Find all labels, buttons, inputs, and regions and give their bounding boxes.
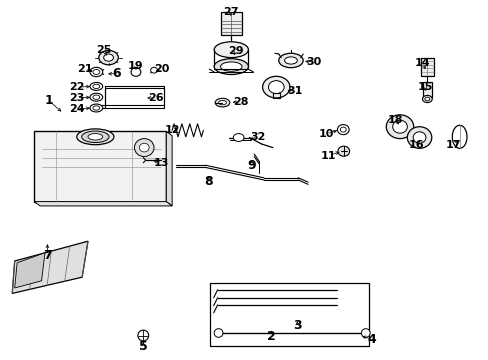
Ellipse shape <box>103 54 113 61</box>
Ellipse shape <box>93 106 100 110</box>
Text: 1: 1 <box>44 94 53 107</box>
Ellipse shape <box>412 132 425 143</box>
Text: 25: 25 <box>96 45 112 55</box>
Ellipse shape <box>422 95 431 103</box>
Text: 22: 22 <box>69 82 84 92</box>
Ellipse shape <box>150 67 157 73</box>
Ellipse shape <box>99 50 118 65</box>
Bar <box>422 82 431 97</box>
Ellipse shape <box>233 134 244 141</box>
Ellipse shape <box>90 93 102 101</box>
Text: 3: 3 <box>292 319 301 332</box>
Ellipse shape <box>214 329 223 337</box>
Bar <box>221 12 241 35</box>
Text: 30: 30 <box>306 57 322 67</box>
Ellipse shape <box>138 330 148 341</box>
Ellipse shape <box>90 67 102 77</box>
Ellipse shape <box>131 68 141 76</box>
Text: 15: 15 <box>417 82 432 92</box>
Text: 32: 32 <box>249 132 265 142</box>
Ellipse shape <box>90 82 102 90</box>
Bar <box>210 283 368 346</box>
Polygon shape <box>12 241 88 293</box>
Ellipse shape <box>386 115 413 139</box>
Ellipse shape <box>215 98 229 107</box>
Ellipse shape <box>81 131 109 143</box>
Text: 10: 10 <box>318 129 334 139</box>
Bar <box>420 58 433 76</box>
Text: 18: 18 <box>386 114 402 125</box>
Text: 21: 21 <box>77 64 92 74</box>
Text: 7: 7 <box>43 249 52 262</box>
Text: 8: 8 <box>204 175 213 188</box>
Text: 4: 4 <box>366 333 375 346</box>
Ellipse shape <box>407 127 431 148</box>
Text: 2: 2 <box>266 330 275 343</box>
Text: 27: 27 <box>223 6 238 17</box>
Ellipse shape <box>88 134 102 140</box>
Ellipse shape <box>284 57 297 64</box>
Text: 5: 5 <box>139 340 147 353</box>
Ellipse shape <box>93 69 100 75</box>
Text: 23: 23 <box>69 93 84 103</box>
Text: 29: 29 <box>228 46 244 56</box>
Text: 13: 13 <box>153 158 169 168</box>
Ellipse shape <box>262 76 289 98</box>
Ellipse shape <box>214 59 248 75</box>
Polygon shape <box>34 202 172 206</box>
Ellipse shape <box>337 146 349 156</box>
Ellipse shape <box>93 84 100 89</box>
Text: 9: 9 <box>247 159 256 172</box>
Ellipse shape <box>268 81 284 94</box>
Text: 19: 19 <box>128 60 143 71</box>
Text: 14: 14 <box>414 58 430 68</box>
Ellipse shape <box>93 95 100 99</box>
Text: 20: 20 <box>153 64 169 74</box>
Ellipse shape <box>220 62 242 71</box>
Ellipse shape <box>214 42 248 58</box>
Text: 24: 24 <box>69 104 84 114</box>
Ellipse shape <box>392 120 407 133</box>
Text: 17: 17 <box>445 140 461 150</box>
Text: 28: 28 <box>232 96 248 107</box>
Ellipse shape <box>278 53 303 68</box>
Ellipse shape <box>218 100 226 105</box>
Text: 6: 6 <box>112 67 121 80</box>
Polygon shape <box>15 253 45 288</box>
Ellipse shape <box>337 125 348 135</box>
Ellipse shape <box>361 329 369 337</box>
Ellipse shape <box>424 97 429 101</box>
Text: 31: 31 <box>286 86 302 96</box>
Ellipse shape <box>134 139 154 157</box>
Polygon shape <box>34 131 166 202</box>
Polygon shape <box>166 131 172 206</box>
Ellipse shape <box>340 127 346 132</box>
Text: 12: 12 <box>164 125 180 135</box>
Text: 26: 26 <box>147 93 163 103</box>
Ellipse shape <box>139 143 149 152</box>
Ellipse shape <box>90 104 102 112</box>
Text: 11: 11 <box>320 150 336 161</box>
Text: 16: 16 <box>408 140 424 150</box>
Ellipse shape <box>77 129 114 145</box>
